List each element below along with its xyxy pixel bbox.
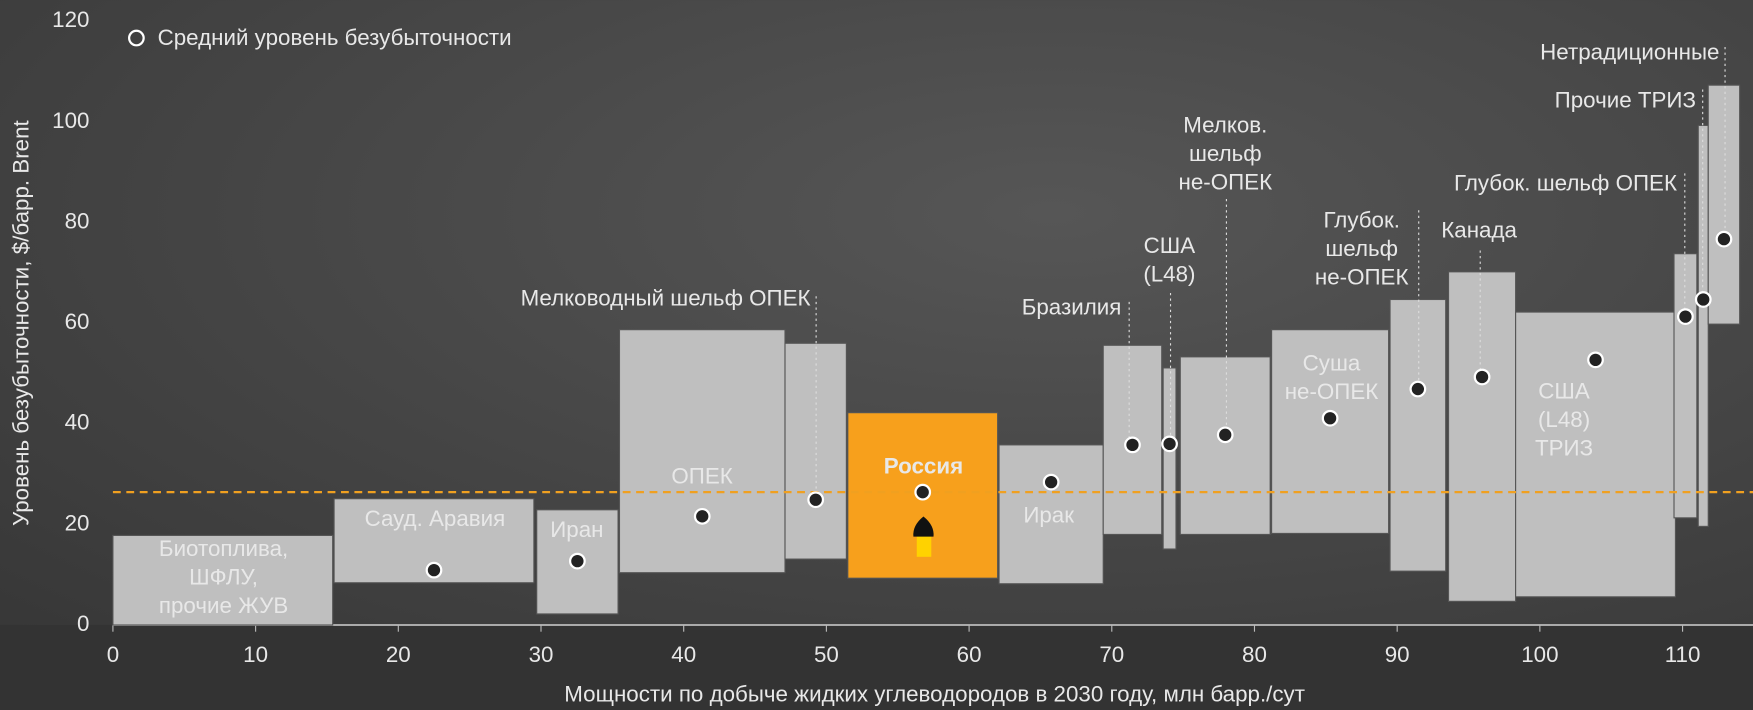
bar-label: Мелководный шельф ОПЕК — [521, 286, 811, 311]
mean-dot — [1218, 428, 1233, 443]
bar-label: не-ОПЕК — [1315, 264, 1409, 289]
mean-dot — [1044, 475, 1059, 490]
mean-dot — [1323, 411, 1338, 426]
bar-label: Прочие ТРИЗ — [1555, 88, 1696, 113]
bar-label: США — [1144, 233, 1196, 258]
x-tick-label: 60 — [957, 642, 982, 667]
mean-dot — [1475, 370, 1490, 385]
bar-label: ТРИЗ — [1535, 435, 1593, 460]
x-tick-label: 50 — [814, 642, 839, 667]
x-tick-label: 110 — [1665, 642, 1701, 667]
bar-label: ШФЛУ, — [189, 565, 258, 590]
bar-label: (L48) — [1538, 407, 1590, 432]
mean-dot — [1678, 309, 1693, 324]
bar-label: прочие ЖУВ — [159, 593, 288, 618]
bar-label: шельф — [1189, 141, 1262, 166]
bar — [1163, 368, 1176, 549]
chart: 0 10 20 30 40 50 60 70 80 90 100 110 0 20 40 60 80 100 120… — [0, 0, 1753, 710]
mean-dot — [570, 554, 585, 569]
y-tick-label: 40 — [65, 410, 90, 435]
bar — [1698, 125, 1708, 526]
mean-dot — [808, 492, 823, 507]
y-tick-label: 20 — [65, 510, 90, 535]
bar-label: Биотоплива, — [159, 536, 288, 561]
y-tick-label: 0 — [77, 611, 89, 636]
x-tick-label: 90 — [1385, 642, 1410, 667]
legend-label: Средний уровень безубыточности — [158, 25, 512, 50]
bar-label: Канада — [1441, 217, 1517, 242]
bar — [1390, 299, 1446, 571]
bar-label: Ирак — [1023, 502, 1074, 527]
bar-label: Россия — [884, 453, 963, 478]
bar-label: не-ОПЕК — [1179, 169, 1273, 194]
y-tick-label: 60 — [65, 309, 90, 334]
mean-dot — [1588, 353, 1603, 368]
mean-dot — [1125, 438, 1140, 453]
bar-label: Глубок. — [1323, 207, 1400, 232]
mean-dot — [1696, 292, 1711, 307]
bar-label: шельф — [1325, 236, 1398, 261]
bar — [1708, 85, 1739, 324]
mean-dot — [427, 563, 442, 578]
bar — [619, 330, 785, 573]
x-tick-label: 20 — [386, 642, 411, 667]
mean-dot — [915, 485, 930, 500]
x-tick-label: 70 — [1099, 642, 1124, 667]
bar-label: Нетрадиционные — [1540, 40, 1719, 65]
bar-label: Мелков. — [1183, 112, 1267, 137]
bar-label: не-ОПЕК — [1285, 379, 1379, 404]
mean-dot — [1411, 382, 1426, 397]
bar-label: Сауд. Аравия — [365, 506, 506, 531]
page: 0 10 20 30 40 50 60 70 80 90 100 110 0 20 40 60 80 100 120… — [0, 0, 1753, 710]
x-tick-label: 30 — [529, 642, 554, 667]
bar-label: Глубок. шельф ОПЕК — [1454, 170, 1677, 195]
bar-label: Иран — [550, 517, 603, 542]
x-tick-label: 40 — [671, 642, 696, 667]
bar — [1180, 357, 1270, 535]
x-tick-label: 0 — [107, 642, 119, 667]
logo — [917, 534, 932, 556]
x-tick-label: 100 — [1521, 642, 1558, 667]
mean-dot — [695, 509, 710, 524]
mean-dot — [1162, 437, 1177, 452]
mean-dot — [1717, 232, 1732, 247]
bar — [1674, 254, 1697, 518]
x-tick-label: 80 — [1242, 642, 1267, 667]
bar-label: Суша — [1303, 350, 1361, 375]
y-tick-label: 100 — [52, 108, 89, 133]
y-tick-label: 80 — [65, 208, 90, 233]
bar-label: Бразилия — [1022, 295, 1122, 320]
x-tick-label: 10 — [243, 642, 268, 667]
bar — [1449, 272, 1516, 602]
x-axis-label: Мощности по добыче жидких углеводородов … — [564, 681, 1305, 706]
bar-label: США — [1538, 378, 1590, 403]
y-axis-label: Уровень безубыточности, $/барр. Brent — [8, 120, 33, 526]
bar-label: ОПЕК — [671, 463, 732, 488]
bar-label: (L48) — [1143, 262, 1195, 287]
y-tick-label: 120 — [52, 7, 89, 32]
